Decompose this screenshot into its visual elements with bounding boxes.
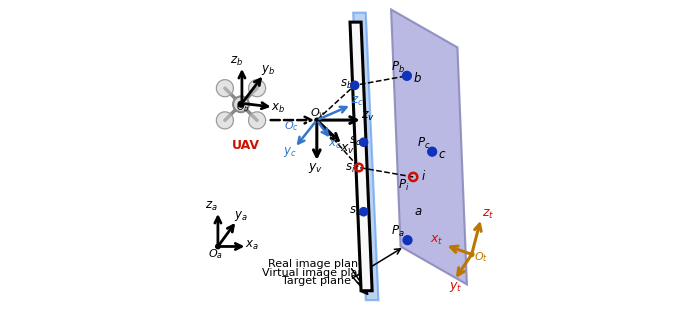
Circle shape — [402, 71, 412, 80]
Text: Real image plane: Real image plane — [268, 259, 365, 270]
Text: $P_b$: $P_b$ — [391, 60, 405, 75]
Polygon shape — [354, 13, 379, 300]
Circle shape — [403, 236, 412, 245]
Circle shape — [233, 96, 249, 112]
Text: $s_i$: $s_i$ — [345, 161, 356, 175]
Text: UAV: UAV — [232, 139, 260, 152]
Circle shape — [470, 252, 474, 257]
Text: $s_b$: $s_b$ — [340, 78, 354, 91]
Text: $z_a$: $z_a$ — [205, 200, 218, 213]
Circle shape — [428, 147, 437, 156]
Text: $y_a$: $y_a$ — [234, 210, 248, 223]
Text: $z_b$: $z_b$ — [230, 55, 243, 68]
Circle shape — [216, 244, 220, 249]
Text: $O_a$: $O_a$ — [208, 247, 223, 261]
Text: $O_t$: $O_t$ — [474, 251, 488, 264]
Text: $x_c$: $x_c$ — [328, 137, 342, 151]
Text: $P_c$: $P_c$ — [416, 136, 430, 151]
Text: $y_b$: $y_b$ — [261, 63, 275, 77]
Text: Virtual image plane: Virtual image plane — [262, 268, 372, 278]
Text: $O_c$: $O_c$ — [284, 119, 299, 133]
Text: $O_b$: $O_b$ — [236, 100, 249, 114]
Text: $i$: $i$ — [421, 169, 426, 183]
Polygon shape — [350, 22, 372, 291]
Text: Target plane: Target plane — [282, 276, 351, 286]
Text: $z_c$: $z_c$ — [351, 94, 363, 108]
Text: $c$: $c$ — [438, 148, 447, 161]
Text: $x_a$: $x_a$ — [245, 239, 259, 252]
Polygon shape — [216, 112, 233, 129]
Text: $s_a$: $s_a$ — [349, 204, 362, 218]
Text: $x_t$: $x_t$ — [430, 234, 444, 247]
Text: $y_v$: $y_v$ — [309, 161, 323, 175]
Polygon shape — [216, 80, 233, 97]
Circle shape — [360, 208, 368, 216]
Text: $y_t$: $y_t$ — [449, 280, 463, 294]
Circle shape — [360, 138, 368, 146]
Circle shape — [238, 101, 244, 107]
Text: $y_c$: $y_c$ — [283, 145, 297, 159]
Circle shape — [315, 118, 318, 122]
Text: $a$: $a$ — [414, 204, 422, 218]
Text: $P_a$: $P_a$ — [391, 224, 405, 240]
Text: $x_b$: $x_b$ — [271, 101, 286, 115]
Text: $O_v$: $O_v$ — [310, 106, 326, 120]
Text: $z_t$: $z_t$ — [482, 208, 494, 222]
Text: $z_v$: $z_v$ — [361, 110, 375, 124]
Text: $b$: $b$ — [412, 71, 421, 85]
Polygon shape — [248, 80, 265, 97]
Polygon shape — [248, 112, 265, 129]
Circle shape — [351, 81, 359, 89]
Text: $x_v$: $x_v$ — [340, 143, 355, 156]
Text: $s_c$: $s_c$ — [349, 135, 362, 148]
Polygon shape — [391, 9, 467, 284]
Text: $P_i$: $P_i$ — [398, 178, 409, 193]
